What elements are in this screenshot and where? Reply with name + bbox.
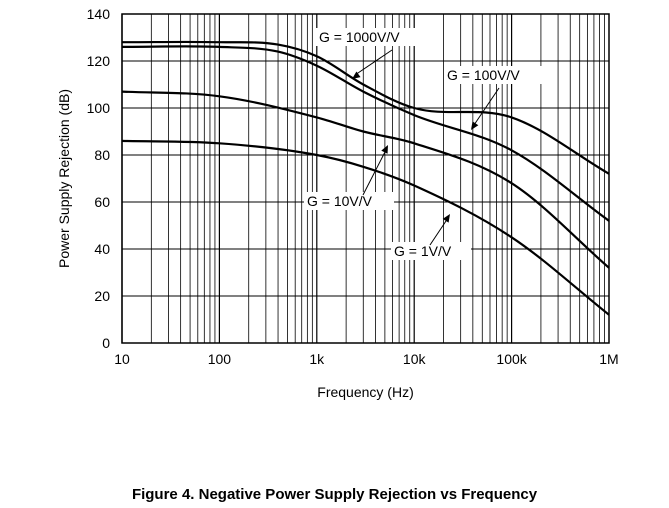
- x-tick-label: 1M: [599, 351, 618, 367]
- y-tick-label: 40: [94, 241, 110, 257]
- y-tick-label: 20: [94, 288, 110, 304]
- annotation-label: G = 10V/V: [307, 193, 373, 209]
- y-tick-label: 140: [87, 6, 111, 22]
- figure-caption: Figure 4. Negative Power Supply Rejectio…: [131, 486, 538, 503]
- annotation-label: G = 100V/V: [447, 67, 520, 83]
- grid: [121, 13, 609, 344]
- series-line-1: [121, 40, 610, 175]
- annotation-label: G = 1000V/V: [319, 29, 400, 45]
- series-layer: [121, 40, 610, 316]
- annotation-bg: [444, 66, 544, 84]
- y-tick-label: 100: [87, 100, 111, 116]
- x-tick-label: 10k: [403, 351, 427, 367]
- series-line-2: [121, 45, 610, 222]
- annotation-label: G = 1V/V: [394, 243, 452, 259]
- annotation-arrowhead: [442, 214, 450, 223]
- annotation-leader: [473, 87, 500, 126]
- annotation-leader: [354, 49, 393, 76]
- annotation-leader: [429, 217, 449, 246]
- annotation-arrowhead: [381, 145, 388, 154]
- y-tick-label: 0: [102, 335, 110, 351]
- annotation-leader: [362, 149, 387, 196]
- x-tick-label: 1k: [309, 351, 325, 367]
- y-tick-label: 120: [87, 53, 111, 69]
- y-tick-label: 80: [94, 147, 110, 163]
- tick-layer: 10 100 1k 10k 100k 1M 0 20 40 60 80 100 120 140: [87, 6, 619, 367]
- x-tick-label: 100: [208, 351, 232, 367]
- y-axis-label: Power Supply Rejection (dB): [56, 89, 72, 268]
- series-line-4: [121, 139, 610, 316]
- annotation-bg: [304, 192, 394, 210]
- x-tick-label: 10: [114, 351, 130, 367]
- annotation-bg: [391, 242, 471, 260]
- y-tick-label: 60: [94, 194, 110, 210]
- series-line-3: [121, 90, 610, 269]
- annotation-bg: [316, 28, 423, 46]
- annotation-layer: G = 1000V/V G = 100V/V G = 10V/V G = 1V/V: [304, 28, 544, 260]
- x-axis-label: Frequency (Hz): [317, 384, 413, 400]
- x-tick-label: 100k: [496, 351, 527, 367]
- annotation-arrowhead: [352, 71, 361, 79]
- psrr-chart: G = 1000V/V G = 100V/V G = 10V/V G = 1V/V 1…: [56, 6, 619, 400]
- annotation-arrowhead: [471, 121, 479, 130]
- plot-frame: [121, 13, 610, 344]
